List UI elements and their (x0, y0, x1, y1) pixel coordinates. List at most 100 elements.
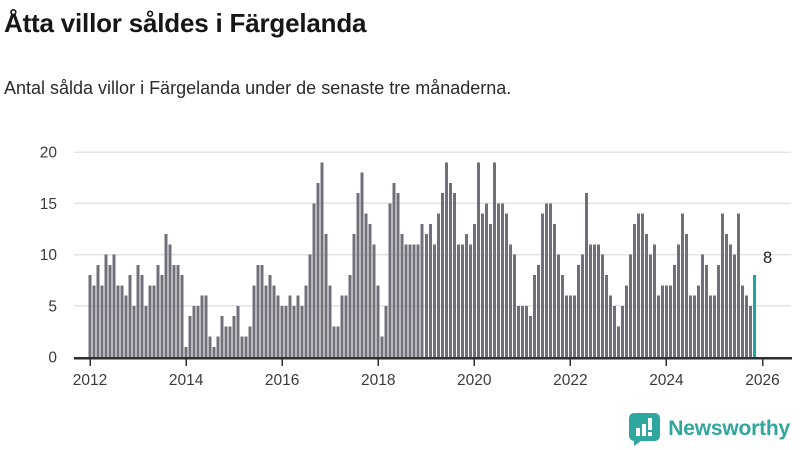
bar (160, 275, 164, 357)
bar (568, 295, 572, 357)
bar (268, 275, 272, 357)
bar (364, 213, 368, 357)
bar (256, 264, 260, 357)
bar (336, 326, 340, 357)
bar (628, 254, 632, 357)
bar (192, 305, 196, 357)
bar (584, 193, 588, 357)
bar (380, 336, 384, 357)
bar (308, 254, 312, 357)
bar (312, 203, 316, 357)
bar (556, 254, 560, 357)
bar (480, 213, 484, 357)
bar (736, 213, 740, 357)
bar (488, 223, 492, 357)
bar (428, 223, 432, 357)
bar (496, 203, 500, 357)
bar (212, 346, 216, 357)
bar (96, 264, 100, 357)
bar (248, 326, 252, 357)
bar (296, 295, 300, 357)
bar (280, 305, 284, 357)
bar (148, 285, 152, 357)
bar (740, 285, 744, 357)
bar (176, 264, 180, 357)
bar (720, 213, 724, 357)
bar (492, 162, 496, 357)
bar (156, 264, 160, 357)
bar (416, 244, 420, 357)
bar (476, 162, 480, 357)
bar (508, 244, 512, 357)
bar (120, 285, 124, 357)
bar (128, 275, 132, 357)
bar (544, 203, 548, 357)
bar (288, 295, 292, 357)
bar (360, 172, 364, 357)
bar (112, 254, 116, 357)
y-axis-tick-label: 0 (48, 350, 57, 367)
bar (728, 244, 732, 357)
y-axis-tick-label: 10 (40, 247, 58, 264)
x-axis-tick-label: 2022 (553, 372, 587, 389)
bar (252, 285, 256, 357)
chart-title: Åtta villor såldes i Färgelanda (4, 8, 367, 38)
bar (612, 305, 616, 357)
bar (356, 193, 360, 357)
bar (580, 254, 584, 357)
bar (92, 285, 96, 357)
y-axis-tick-label: 20 (40, 145, 58, 162)
bar (440, 193, 444, 357)
bar (660, 285, 664, 357)
bar (456, 244, 460, 357)
bar (224, 326, 228, 357)
bar (368, 223, 372, 357)
bar (344, 295, 348, 357)
bar (292, 305, 296, 357)
bar (144, 305, 148, 357)
bar (696, 285, 700, 357)
bar (600, 254, 604, 357)
newsworthy-logo-text: Newsworthy (668, 417, 790, 440)
bar (104, 254, 108, 357)
bar (652, 244, 656, 357)
chart-subtitle: Antal sålda villor i Färgelanda under de… (4, 78, 512, 98)
bar (116, 285, 120, 357)
bar (324, 234, 328, 357)
bar (408, 244, 412, 357)
bar (700, 254, 704, 357)
bar (348, 275, 352, 357)
bar (624, 285, 628, 357)
bar (124, 295, 128, 357)
bar (524, 305, 528, 357)
bar (108, 264, 112, 357)
x-axis-tick-label: 2012 (73, 372, 107, 389)
bar (664, 285, 668, 357)
bar (640, 213, 644, 357)
y-axis-tick-label: 5 (48, 298, 57, 315)
bar (444, 162, 448, 357)
x-axis-tick-label: 2024 (649, 372, 684, 389)
bar (244, 336, 248, 357)
bar (188, 316, 192, 357)
bar (604, 275, 608, 357)
bar (332, 326, 336, 357)
bar (168, 244, 172, 357)
x-axis-tick-label: 2016 (265, 372, 299, 389)
bar (400, 234, 404, 357)
bar (540, 213, 544, 357)
bar (564, 295, 568, 357)
bar (500, 203, 504, 357)
bar (352, 234, 356, 357)
bar (396, 193, 400, 357)
bar (276, 295, 280, 357)
bar (520, 305, 524, 357)
bar (588, 244, 592, 357)
bar (684, 234, 688, 357)
bar (648, 254, 652, 357)
bar (232, 316, 236, 357)
bar (672, 264, 676, 357)
bar (180, 275, 184, 357)
bar (636, 213, 640, 357)
bar (152, 285, 156, 357)
